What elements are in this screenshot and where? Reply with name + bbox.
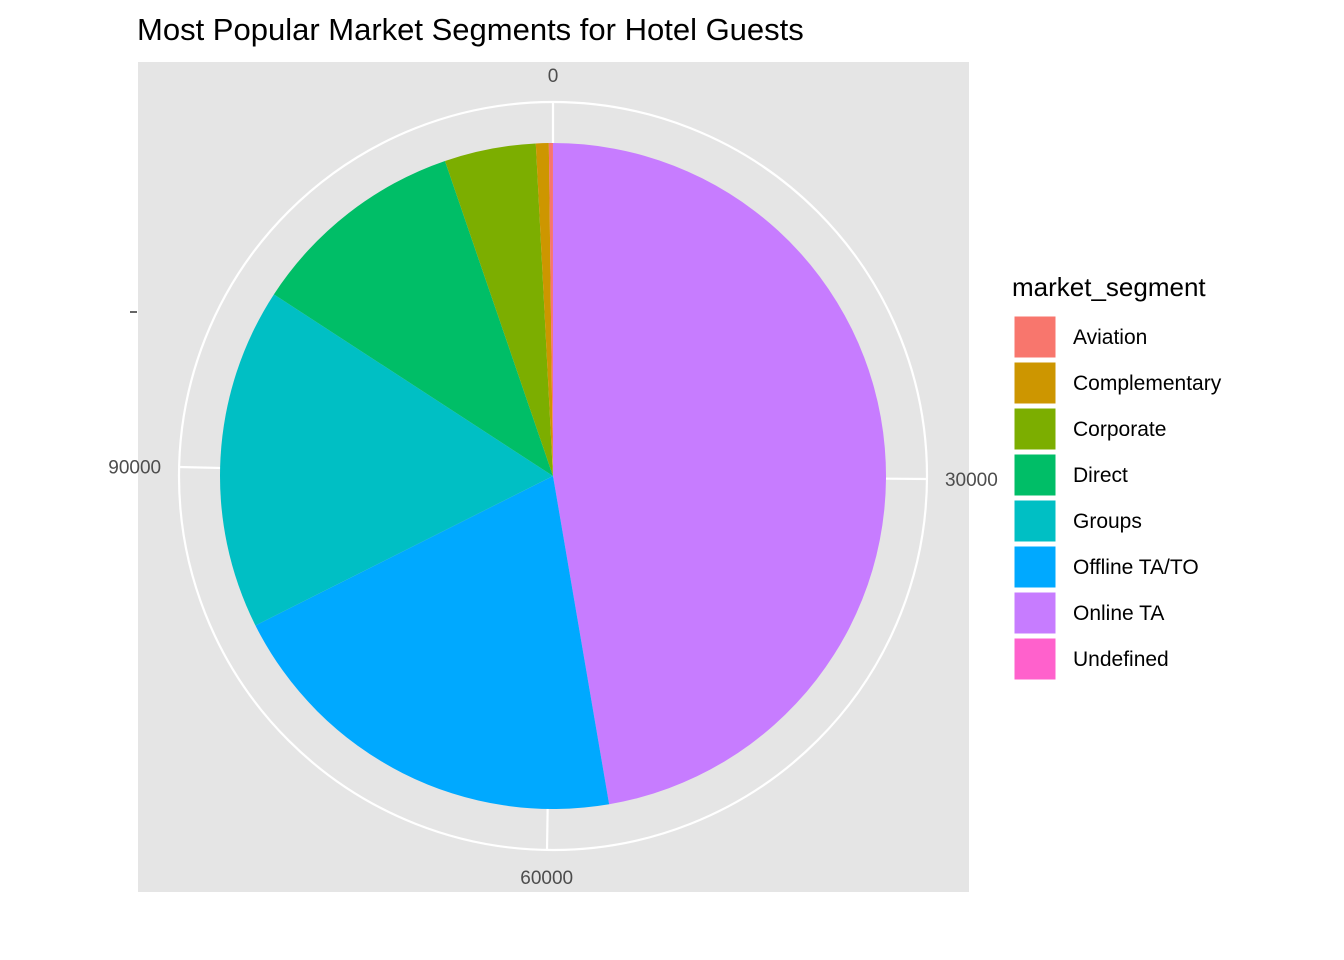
legend-key-offline-ta-to [1013,545,1057,589]
legend-label-online-ta: Online TA [1073,602,1164,625]
legend-label-aviation: Aviation [1073,326,1147,349]
legend-key-groups [1013,499,1057,543]
legend-label-undefined: Undefined [1073,648,1169,671]
tick-layer: 0 30000 60000 90000 [108,66,998,889]
legend-key-corporate [1013,407,1057,451]
pie-slice-direct [273,161,553,477]
legend-label-offline-ta-to: Offline TA/TO [1073,556,1199,579]
slice-layer [220,143,887,810]
legend-key-complementary [1013,361,1057,405]
chart-title: Most Popular Market Segments for Hotel G… [137,12,804,47]
legend-items: Aviation Complementary Corporate Direct Grou… [1013,315,1222,681]
pie-slice-offline-ta-to [255,476,610,810]
pie-slice-aviation [548,143,553,476]
theta-tick-label: 0 [548,66,559,87]
legend-label-corporate: Corporate [1073,418,1166,441]
legend-key-online-ta [1013,591,1057,635]
theta-tick-label: 30000 [945,470,998,491]
pie-slice-corporate [444,143,553,477]
pie-slice-complementary [535,143,553,476]
pie-slice-groups [220,294,554,626]
legend: market_segment Aviation Complementary Corp… [1012,272,1222,681]
legend-label-direct: Direct [1073,464,1128,487]
pie-slice-online-ta [553,143,887,805]
legend-key-direct [1013,453,1057,497]
theta-tick-label: 90000 [108,458,161,479]
legend-key-undefined [1013,637,1057,681]
theta-tick-label: 60000 [520,868,573,889]
legend-key-aviation [1013,315,1057,359]
legend-label-complementary: Complementary [1073,372,1222,395]
legend-label-groups: Groups [1073,510,1142,533]
legend-title: market_segment [1012,272,1206,302]
